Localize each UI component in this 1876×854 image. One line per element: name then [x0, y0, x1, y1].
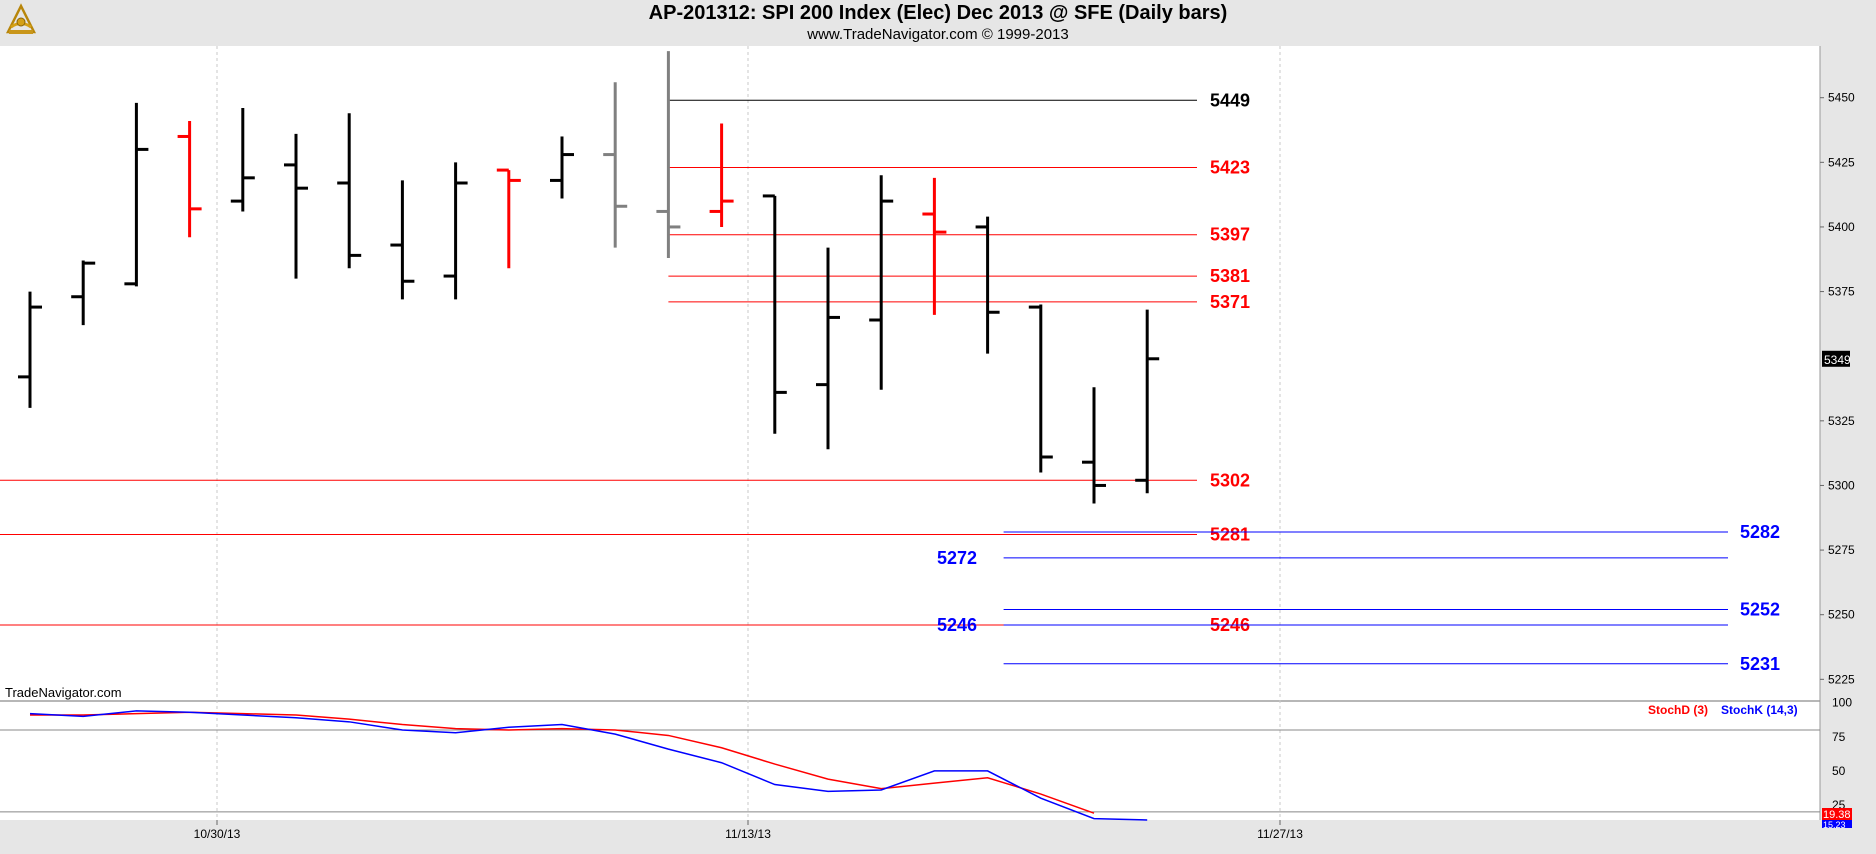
y-axis-tick-label: 5225: [1828, 672, 1855, 686]
stochk-last-badge: [1822, 820, 1852, 828]
level-label: 5449: [1210, 90, 1250, 110]
x-axis-tick-label: 11/13/13: [725, 827, 771, 841]
grid-lines: [216, 46, 1281, 820]
level-label: 5272: [937, 548, 977, 568]
level-label: 5252: [1740, 600, 1780, 620]
level-label: 5397: [1210, 225, 1250, 245]
y-axis-tick-label: 5275: [1828, 543, 1855, 557]
y-axis-tick-label: 5250: [1828, 608, 1855, 622]
level-lines: 5449 5423 5397 5381 5371 5302 5281 5246 5282 5272…: [0, 90, 1780, 674]
sextant-logo-icon: [5, 3, 37, 34]
stoch-axis-tick-label: 50: [1832, 764, 1846, 778]
level-label: 5246: [937, 615, 977, 635]
stochd-last-badge: [1822, 808, 1852, 820]
stochastic-panel: StochD (3) StochK (14,3): [0, 703, 1820, 821]
last-price-badge: [1822, 350, 1850, 367]
chart-title: AP-201312: SPI 200 Index (Elec) Dec 2013…: [648, 2, 1228, 24]
level-label: 5371: [1210, 292, 1250, 312]
price-plot-area: [0, 46, 1820, 700]
stoch-axis-tick-label: 75: [1832, 730, 1846, 744]
axis-labels: 5450 5425 5400 5375 5349 5325 5300 5275 5250 5225…: [194, 91, 1855, 841]
level-label: 5231: [1740, 654, 1780, 674]
level-label: 5381: [1210, 266, 1250, 286]
legend-stochd: StochD (3): [1648, 703, 1708, 717]
stoch-axis-tick-label: 100: [1832, 696, 1852, 710]
chart-header: AP-201312: SPI 200 Index (Elec) Dec 2013…: [0, 0, 1876, 46]
legend-stochk: StochK (14,3): [1721, 703, 1798, 717]
y-axis-tick-label: 5425: [1828, 155, 1855, 169]
y-axis-tick-label: 5325: [1828, 414, 1855, 428]
level-label: 5423: [1210, 157, 1250, 177]
level-label: 5282: [1740, 522, 1780, 542]
stoch-plot-area: [0, 702, 1820, 820]
y-axis-tick-label: 5400: [1828, 220, 1855, 234]
x-axis-tick-label: 11/27/13: [1257, 827, 1303, 841]
y-axis-tick-label: 5450: [1828, 91, 1855, 105]
y-axis-tick-label: 5375: [1828, 285, 1855, 299]
x-axis-tick-label: 10/30/13: [194, 827, 241, 841]
last-price-label: 5349: [1824, 353, 1851, 367]
stochk-last-label: 15.23: [1823, 820, 1846, 830]
y-axis-tick-label: 5300: [1828, 478, 1855, 492]
chart-subtitle: www.TradeNavigator.com © 1999-2013: [807, 26, 1069, 43]
stoch-series-line: [29, 710, 1148, 821]
level-label: 5281: [1210, 525, 1250, 545]
ohlc-bars: [18, 51, 1160, 504]
level-label: 5302: [1210, 470, 1250, 490]
stochd-last-label: 19.38: [1823, 809, 1851, 821]
watermark: TradeNavigator.com: [5, 685, 122, 700]
chart-frames: [0, 46, 1821, 820]
